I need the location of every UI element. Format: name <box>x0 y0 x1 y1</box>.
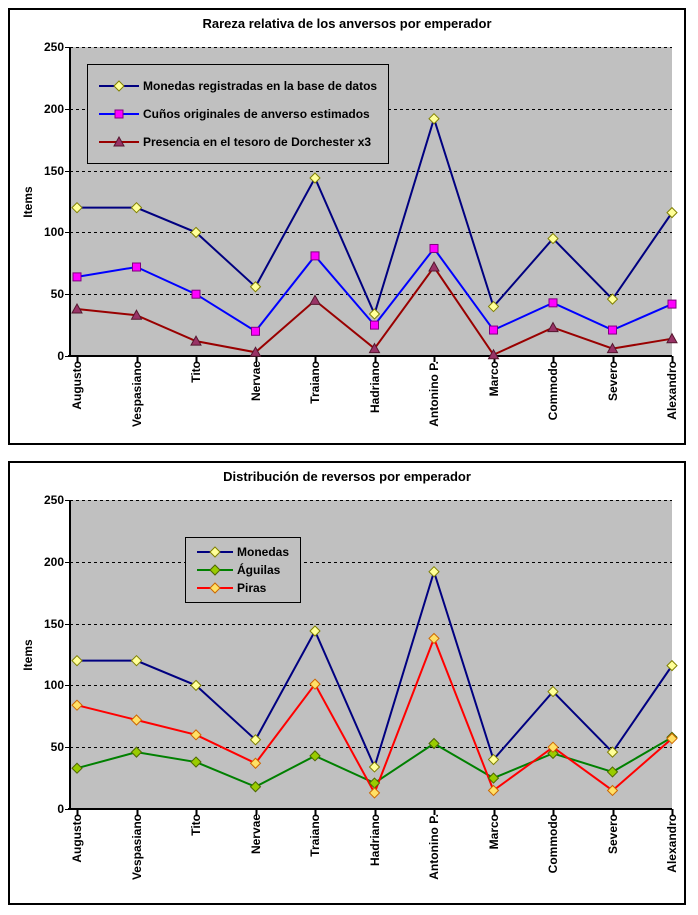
legend-key-icon <box>99 109 139 119</box>
legend-entry: Monedas <box>197 543 289 561</box>
x-category-label: Nervae <box>248 361 263 402</box>
y-tick-label: 0 <box>57 802 64 816</box>
legend-key-icon <box>197 564 233 576</box>
reversos-chart-panel: Distribución de reversos por emperador I… <box>8 461 686 905</box>
x-category-label: Tito <box>189 361 203 383</box>
y-tick-label: 250 <box>43 493 64 507</box>
y-axis-title: Items <box>21 186 35 218</box>
x-category-label: Hadriano <box>367 814 382 867</box>
x-category-label: Antonino P. <box>427 361 441 427</box>
y-tick-label: 0 <box>57 349 64 363</box>
x-category-label: Severo <box>605 361 620 402</box>
y-tick-label: 250 <box>43 40 64 54</box>
x-category-label: Augusto <box>70 361 84 410</box>
anversos-chart-panel: Rareza relativa de los anversos por empe… <box>8 8 686 445</box>
legend-key-icon <box>99 80 139 92</box>
x-category-label: Traiano <box>308 361 322 404</box>
legend-entry: Monedas registradas en la base de datos <box>99 72 377 100</box>
legend-label: Piras <box>237 581 267 595</box>
y-axis-title: Items <box>21 639 35 671</box>
x-category-label: Augusto <box>70 814 84 863</box>
y-tick-label: 100 <box>43 678 64 693</box>
legend-key-icon <box>99 136 139 147</box>
legend-label: Monedas registradas en la base de datos <box>143 79 378 93</box>
x-category-label: Alexandro <box>665 361 679 420</box>
legend-entry: Cuños originales de anverso estimados <box>99 100 377 128</box>
x-category-label: Marco <box>486 361 501 397</box>
y-tick-label: 200 <box>43 101 64 116</box>
x-category-label: Nervae <box>248 814 263 855</box>
legend-entry: Presencia en el tesoro de Dorchester x3 <box>99 128 377 156</box>
legend: Monedas registradas en la base de datos C… <box>87 64 390 164</box>
x-category-label: Commodo <box>546 814 560 874</box>
legend: Monedas Águilas Piras <box>185 537 302 603</box>
line-chart <box>65 500 678 815</box>
x-category-label: Hadriano <box>367 361 382 414</box>
y-tick-label: 100 <box>43 225 64 240</box>
y-tick-label: 200 <box>43 554 64 569</box>
x-category-label: Alexandro <box>665 814 679 873</box>
legend-label: Presencia en el tesoro de Dorchester x3 <box>143 135 372 149</box>
x-category-label: Marco <box>486 814 501 850</box>
x-category-label: Traiano <box>308 814 322 857</box>
y-tick-label: 50 <box>50 740 64 755</box>
y-tick-label: 150 <box>43 163 64 178</box>
legend-entry: Piras <box>197 579 289 597</box>
legend-label: Monedas <box>237 545 290 559</box>
x-category-label: Vespasiano <box>129 814 144 881</box>
legend-label: Águilas <box>237 563 281 577</box>
legend-key-icon <box>197 582 233 594</box>
x-category-label: Tito <box>189 814 203 836</box>
x-category-label: Vespasiano <box>129 361 144 428</box>
x-category-label: Severo <box>605 814 620 855</box>
legend-label: Cuños originales de anverso estimados <box>143 107 370 121</box>
y-tick-label: 150 <box>43 616 64 631</box>
chart-title: Distribución de reversos por emperador <box>223 469 471 484</box>
chart-title: Rareza relativa de los anversos por empe… <box>202 16 492 31</box>
x-category-label: Antonino P. <box>427 814 441 880</box>
legend-entry: Águilas <box>197 561 289 579</box>
x-category-label: Commodo <box>546 361 560 421</box>
legend-key-icon <box>197 546 233 558</box>
y-tick-label: 50 <box>50 287 64 302</box>
